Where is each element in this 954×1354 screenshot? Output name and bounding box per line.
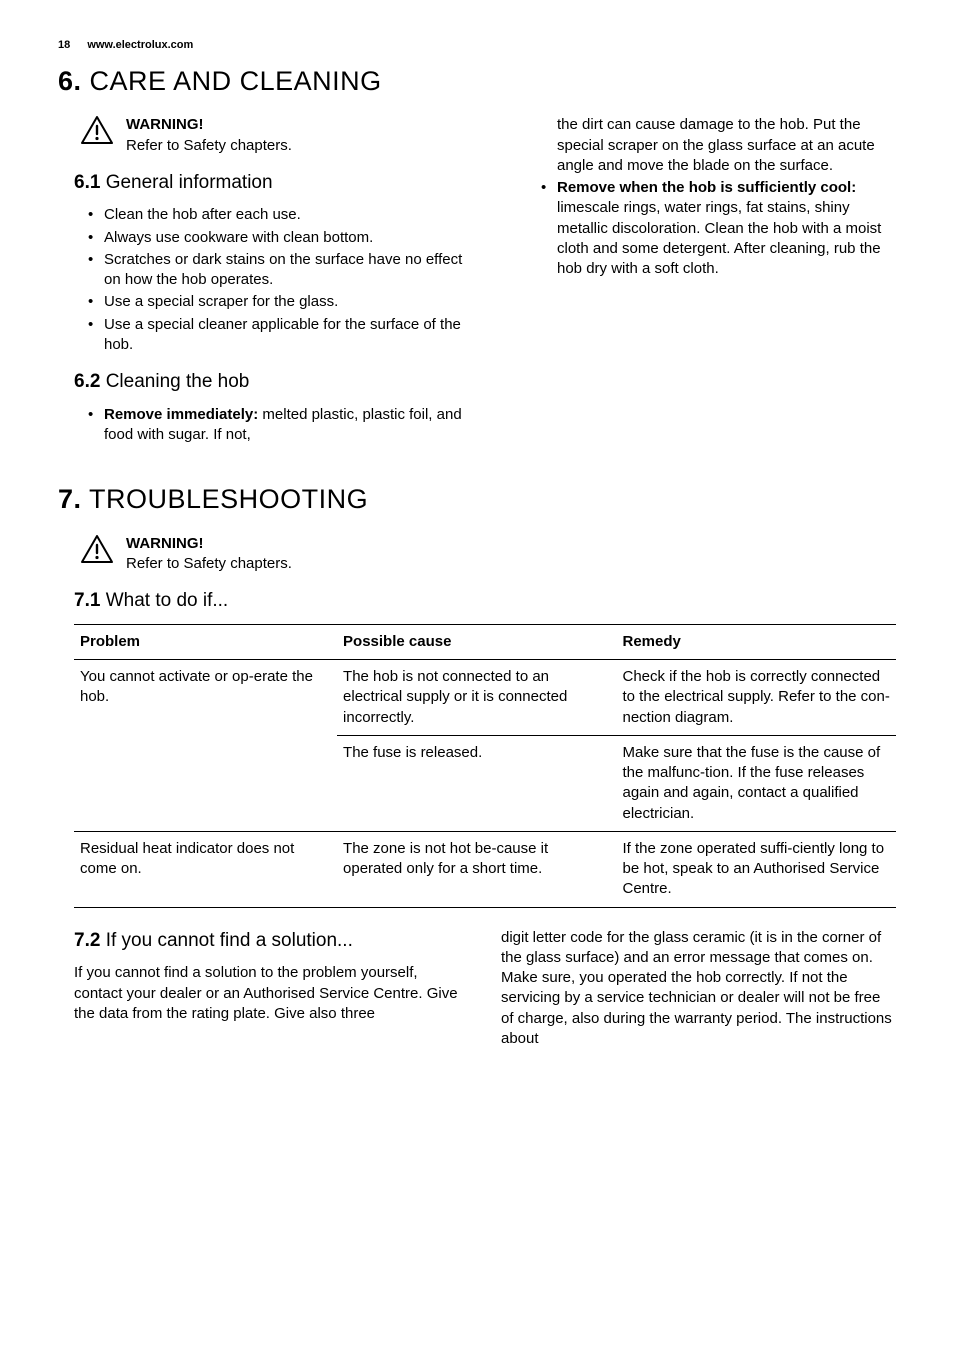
site-url: www.electrolux.com	[87, 39, 193, 51]
page-number: 18	[58, 38, 70, 53]
section-7-2-right-para: digit letter code for the glass ceramic …	[501, 928, 896, 1050]
section-7-1-num: 7.1	[74, 590, 100, 611]
cell-remedy: Check if the hob is correctly connected …	[617, 660, 897, 736]
section-6-2-continuation: the dirt can cause damage to the hob. Pu…	[499, 115, 896, 176]
warning-text: WARNING! Refer to Safety chapters.	[126, 115, 292, 156]
section-7-2-left-para: If you cannot find a solution to the pro…	[74, 963, 469, 1024]
chapter-7-text: TROUBLESHOOTING	[89, 484, 368, 514]
troubleshooting-table: Problem Possible cause Remedy You cannot…	[74, 624, 896, 908]
cell-cause: The fuse is released.	[337, 735, 616, 831]
section-6-2-bullets-left: Remove immediately: melted plastic, plas…	[74, 405, 471, 446]
table-row: You cannot activate or op-erate the hob.…	[74, 660, 896, 736]
table-row: Residual heat indicator does not come on…	[74, 831, 896, 907]
list-item: Clean the hob after each use.	[88, 205, 471, 225]
chapter-7-num: 7.	[58, 484, 82, 514]
chapter-6-body: WARNING! Refer to Safety chapters. 6.1 G…	[58, 115, 896, 459]
warning-title: WARNING!	[126, 534, 292, 554]
section-7-1-text: What to do if...	[106, 590, 229, 611]
list-item: Remove immediately: melted plastic, plas…	[88, 405, 471, 446]
th-remedy: Remedy	[617, 624, 897, 659]
section-7-1-title: 7.1 What to do if...	[74, 588, 896, 614]
list-item-rest: limescale rings, water rings, fat stains…	[557, 199, 881, 277]
list-item: Remove when the hob is sufficiently cool…	[541, 178, 896, 279]
cell-problem	[74, 735, 337, 831]
warning-triangle-icon	[80, 115, 114, 145]
chapter-6-left-col: WARNING! Refer to Safety chapters. 6.1 G…	[58, 115, 471, 459]
chapter-6-right-col: the dirt can cause damage to the hob. Pu…	[499, 115, 896, 459]
chapter-6-num: 6.	[58, 66, 82, 96]
section-7-2-title: 7.2 If you cannot find a solution...	[74, 928, 469, 954]
cell-cause: The zone is not hot be-cause it operated…	[337, 831, 616, 907]
cell-problem: You cannot activate or op-erate the hob.	[74, 660, 337, 736]
page-header: 18 www.electrolux.com	[58, 38, 896, 53]
th-problem: Problem	[74, 624, 337, 659]
table-row: The fuse is released. Make sure that the…	[74, 735, 896, 831]
warning-triangle-icon	[80, 534, 114, 564]
warning-text: WARNING! Refer to Safety chapters.	[126, 534, 292, 575]
section-6-2-num: 6.2	[74, 371, 100, 392]
section-7-2-right: digit letter code for the glass ceramic …	[497, 928, 896, 1050]
chapter-7-title: 7. TROUBLESHOOTING	[58, 481, 896, 517]
warning-body: Refer to Safety chapters.	[126, 136, 292, 156]
warning-title: WARNING!	[126, 115, 292, 135]
section-6-2-title: 6.2 Cleaning the hob	[74, 369, 471, 395]
list-item: Scratches or dark stains on the surface …	[88, 250, 471, 291]
cell-remedy: Make sure that the fuse is the cause of …	[617, 735, 897, 831]
section-6-2-text: Cleaning the hob	[106, 371, 250, 392]
section-7-2-num: 7.2	[74, 930, 100, 951]
section-6-1-text: General information	[106, 172, 273, 193]
list-item: Always use cookware with clean bottom.	[88, 228, 471, 248]
th-cause: Possible cause	[337, 624, 616, 659]
warning-block: WARNING! Refer to Safety chapters.	[80, 534, 896, 575]
cell-problem: Residual heat indicator does not come on…	[74, 831, 337, 907]
warning-body: Refer to Safety chapters.	[126, 554, 292, 574]
table-header-row: Problem Possible cause Remedy	[74, 624, 896, 659]
list-item: Use a special scraper for the glass.	[88, 292, 471, 312]
bold-lead: Remove when the hob is sufficiently cool…	[557, 179, 856, 196]
warning-block: WARNING! Refer to Safety chapters.	[80, 115, 471, 156]
section-6-2-bullets-right: Remove when the hob is sufficiently cool…	[499, 178, 896, 279]
cell-remedy: If the zone operated suffi-ciently long …	[617, 831, 897, 907]
list-item: Use a special cleaner applicable for the…	[88, 315, 471, 356]
chapter-6-title: 6. CARE AND CLEANING	[58, 63, 896, 99]
section-6-1-bullets: Clean the hob after each use. Always use…	[74, 205, 471, 355]
section-6-1-title: 6.1 General information	[74, 170, 471, 196]
section-7-2-block: 7.2 If you cannot find a solution... If …	[58, 928, 896, 1050]
section-7-header-block: WARNING! Refer to Safety chapters. 7.1 W…	[58, 534, 896, 908]
section-7-2-left: 7.2 If you cannot find a solution... If …	[58, 928, 469, 1050]
cell-cause: The hob is not connected to an electrica…	[337, 660, 616, 736]
section-7-2-text: If you cannot find a solution...	[106, 930, 353, 951]
bold-lead: Remove immediately:	[104, 406, 258, 423]
section-6-1-num: 6.1	[74, 172, 100, 193]
chapter-6-text: CARE AND CLEANING	[90, 66, 382, 96]
